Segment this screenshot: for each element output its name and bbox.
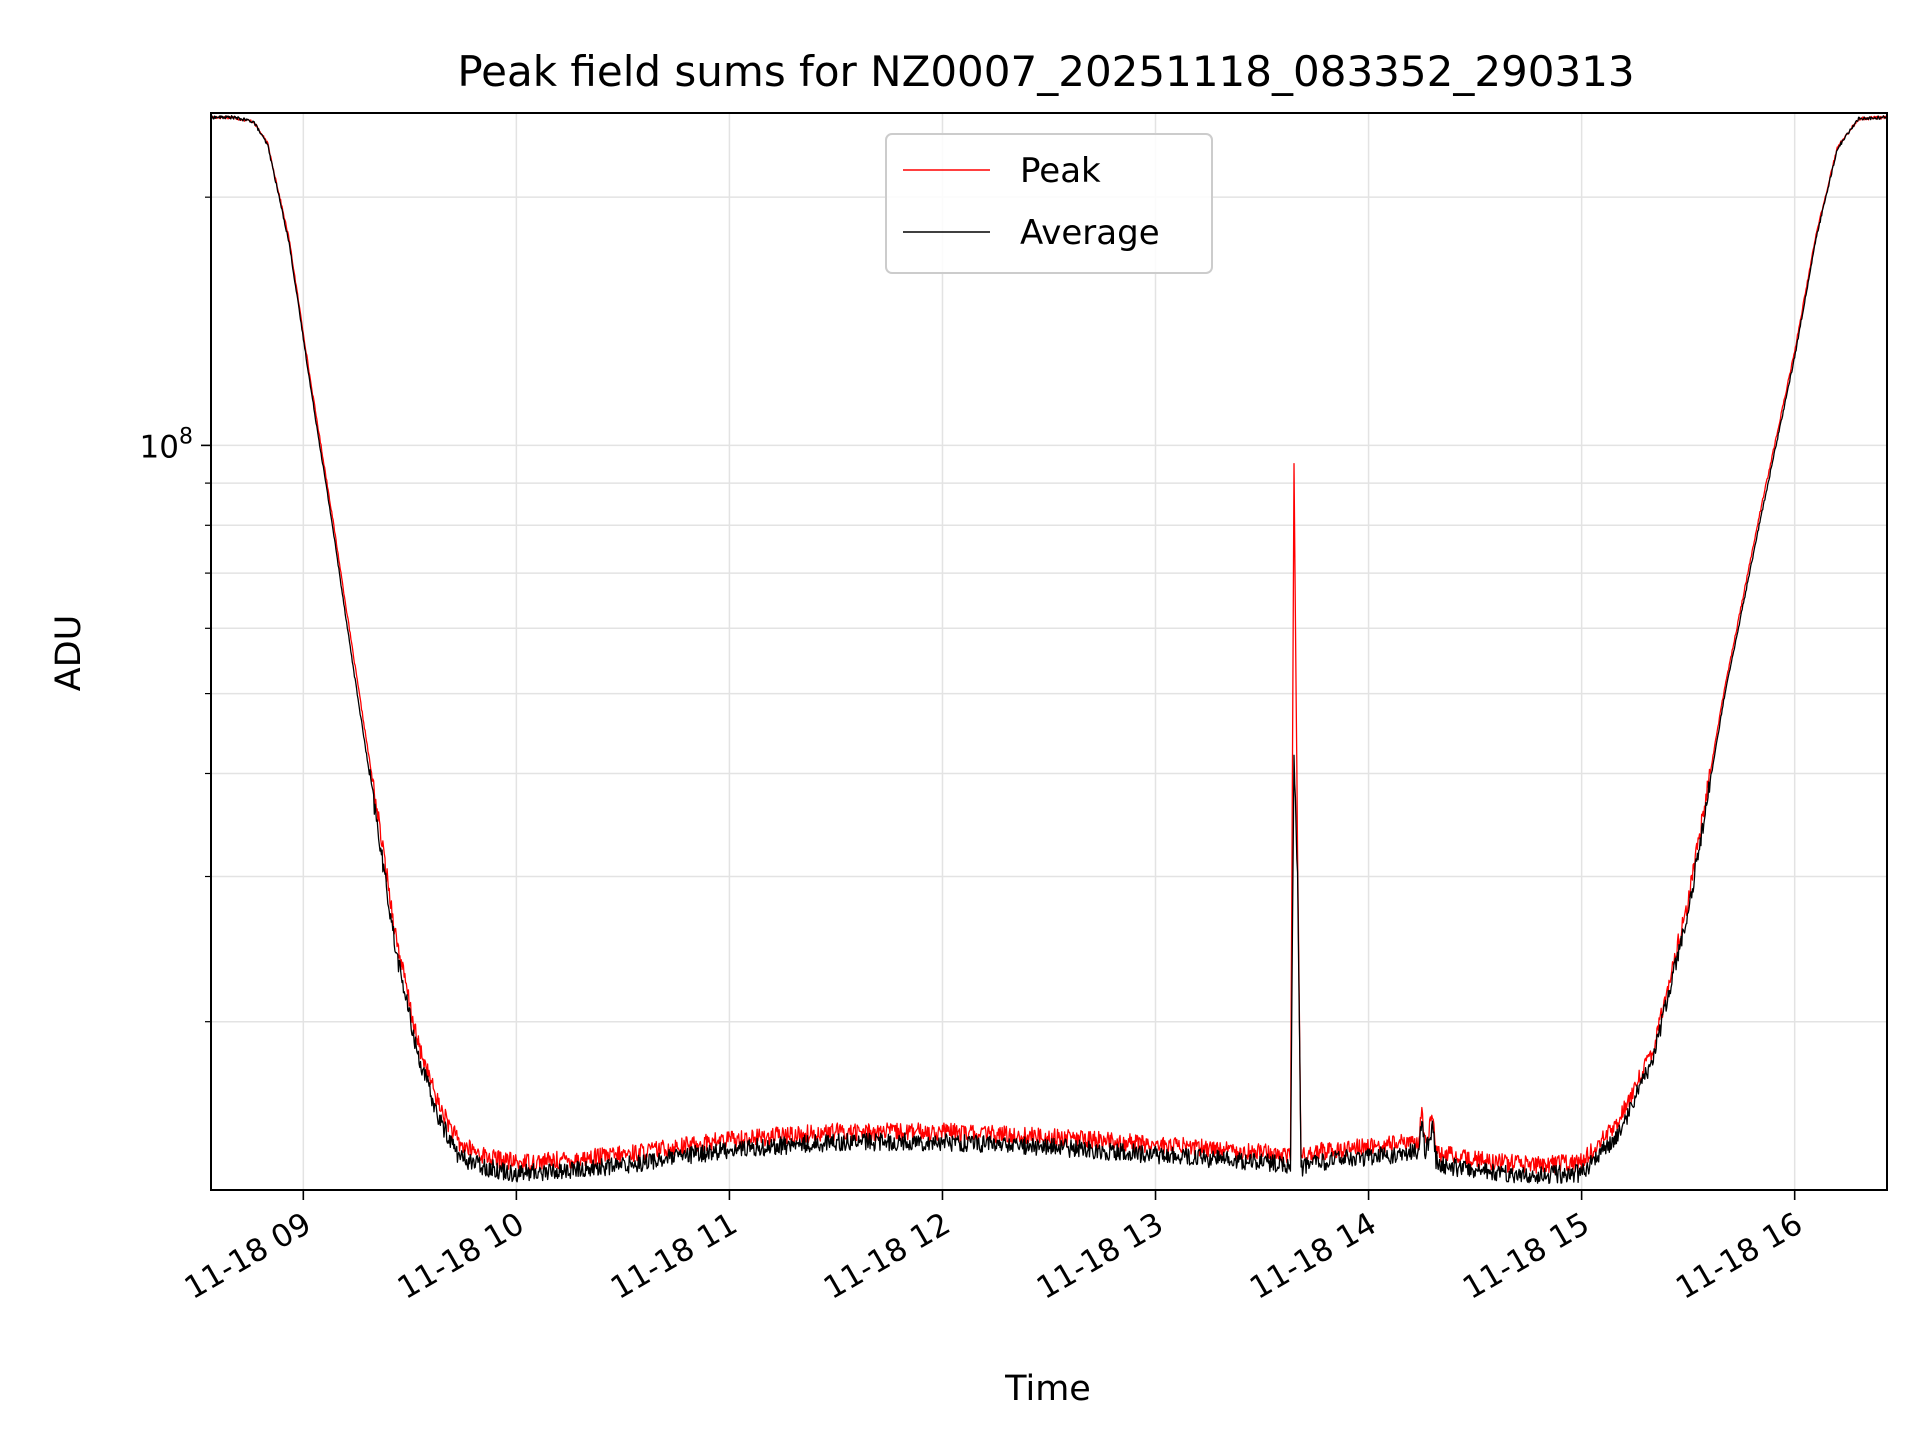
legend-average-label: Average [1020,213,1160,253]
legend: Peak Average [885,133,1213,274]
series-line-peak [211,115,1887,1174]
y-axis-label: ADU [49,615,89,692]
x-axis-label: Time [1004,1369,1091,1409]
chart-title: Peak field sums for NZ0007_20251118_0833… [457,47,1634,96]
legend-peak-label: Peak [1020,151,1101,191]
legend-box [885,133,1213,274]
series-layer [211,115,1887,1184]
grid [211,113,1887,1190]
plot-frame [210,112,1888,1191]
series-line-average [211,115,1887,1184]
y-tick-label: 108 [140,424,193,465]
